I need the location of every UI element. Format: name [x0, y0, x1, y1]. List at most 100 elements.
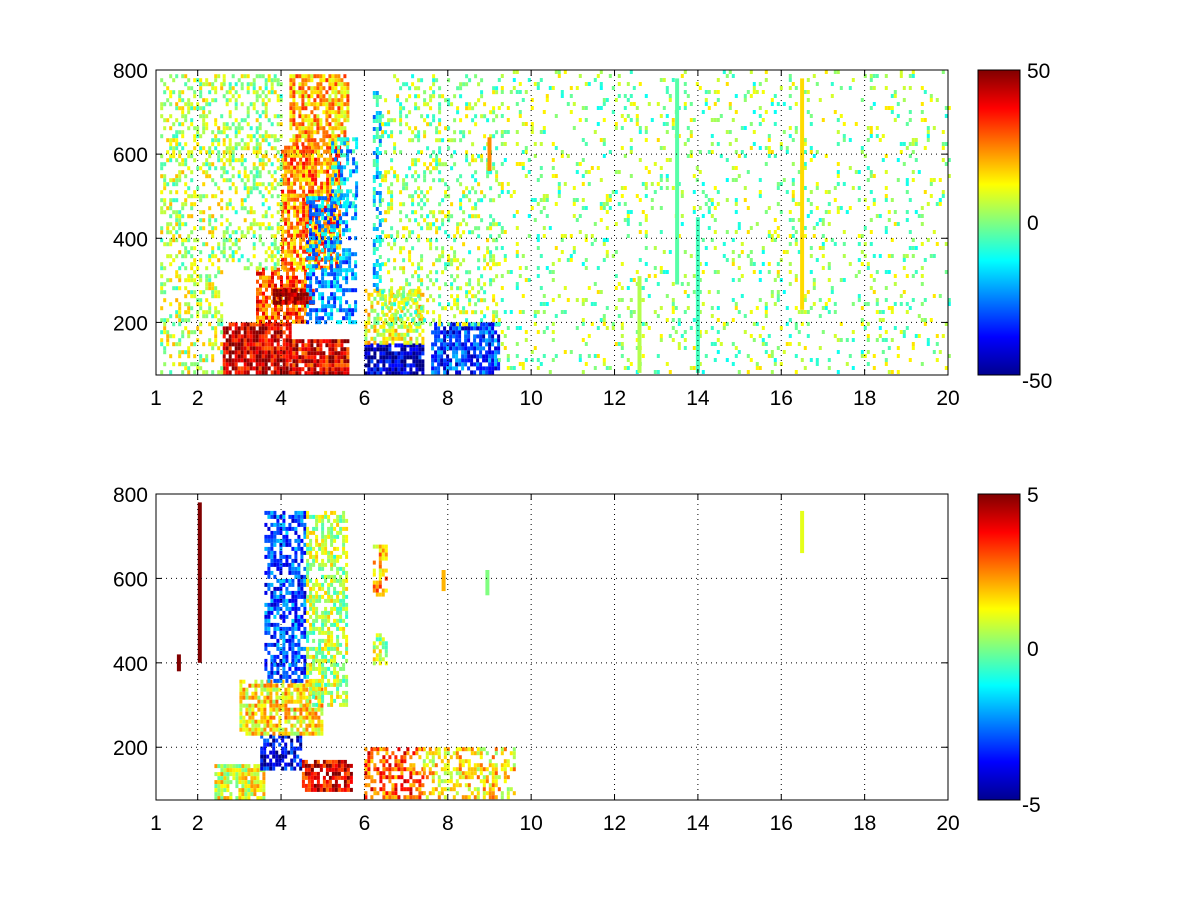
heatmap-cell	[181, 206, 185, 211]
heatmap-cell	[397, 332, 401, 337]
heatmap-cell	[614, 250, 618, 254]
heatmap-cell	[710, 214, 714, 218]
heatmap-cell	[524, 90, 528, 94]
heatmap-cell	[449, 334, 453, 339]
heatmap-cell	[737, 266, 741, 270]
heatmap-cell	[299, 193, 303, 198]
heatmap-cell	[524, 146, 528, 150]
heatmap-cell	[343, 134, 347, 139]
heatmap-cell	[315, 308, 319, 313]
heatmap-cell	[281, 229, 285, 234]
heatmap-cell	[222, 178, 226, 183]
heatmap-cell	[563, 286, 567, 290]
heatmap-cell	[336, 252, 340, 257]
heatmap-cell	[485, 366, 489, 371]
heatmap-cell	[264, 130, 268, 135]
heatmap-cell	[791, 218, 795, 222]
heatmap-cell	[175, 102, 179, 107]
heatmap-cell	[261, 338, 265, 343]
heatmap-cell	[256, 299, 259, 304]
heatmap-cell	[160, 162, 164, 167]
heatmap-cell	[432, 210, 436, 215]
heatmap-cell	[671, 306, 675, 310]
heatmap-cell	[399, 318, 403, 323]
heatmap-cell	[273, 134, 277, 139]
heatmap-cell	[387, 190, 391, 195]
heatmap-cell	[755, 362, 759, 366]
heatmap-cell	[492, 294, 496, 299]
heatmap-cell	[317, 217, 321, 222]
heatmap-cell	[480, 94, 484, 99]
heatmap-cell	[434, 326, 438, 331]
heatmap-cell	[299, 253, 303, 258]
heatmap-cell	[307, 98, 311, 103]
heatmap-cell	[599, 106, 603, 110]
heatmap-cell	[228, 110, 232, 115]
heatmap-cell	[305, 213, 309, 218]
heatmap-cell	[181, 114, 185, 119]
heatmap-cell	[261, 346, 265, 351]
heatmap-cell	[372, 179, 376, 183]
heatmap-cell	[310, 110, 314, 115]
heatmap-cell	[665, 158, 669, 162]
heatmap-cell	[285, 358, 289, 363]
heatmap-cell	[240, 102, 244, 107]
heatmap-cell	[423, 218, 427, 223]
heatmap-cell	[304, 355, 308, 360]
heatmap-cell	[602, 258, 606, 262]
heatmap-cell	[160, 306, 164, 311]
heatmap-cell	[372, 251, 376, 255]
heatmap-cell	[325, 98, 329, 103]
heatmap-cell	[331, 126, 335, 131]
heatmap-cell	[704, 246, 708, 250]
heatmap-cell	[187, 250, 191, 255]
heatmap-cell	[716, 190, 720, 194]
heatmap-cell	[306, 272, 310, 277]
heatmap-cell	[340, 343, 344, 348]
heatmap-cell	[326, 225, 330, 230]
heatmap-cell	[476, 358, 480, 363]
heatmap-cell	[315, 276, 319, 281]
heatmap-cell	[258, 190, 262, 195]
heatmap-cell	[296, 229, 300, 234]
heatmap-cell	[317, 149, 321, 154]
heatmap-cell	[782, 102, 786, 106]
heatmap-cell	[284, 149, 288, 154]
heatmap-cell	[788, 86, 792, 90]
heatmap-cell	[671, 302, 675, 306]
heatmap-cell	[474, 214, 478, 219]
heatmap-cell	[328, 343, 332, 348]
heatmap-cell	[524, 338, 528, 342]
heatmap-cell	[370, 304, 374, 309]
heatmap-cell	[381, 114, 385, 119]
heatmap-cell	[214, 334, 218, 339]
heatmap-cell	[593, 302, 597, 306]
heatmap-cell	[476, 326, 480, 331]
heatmap-cell	[471, 286, 475, 291]
heatmap-cell	[415, 304, 419, 309]
heatmap-cell	[728, 70, 732, 74]
heatmap-cell	[330, 244, 334, 249]
heatmap-cell	[316, 339, 320, 344]
heatmap-cell	[453, 302, 457, 307]
heatmap-cell	[319, 90, 323, 95]
heatmap-cell	[378, 195, 382, 199]
heatmap-cell	[569, 94, 573, 98]
heatmap-cell	[488, 330, 492, 335]
heatmap-cell	[340, 339, 344, 344]
heatmap-cell	[309, 272, 313, 277]
heatmap-cell	[758, 146, 762, 150]
heatmap-cell	[246, 370, 250, 375]
heatmap-cell	[506, 354, 510, 358]
heatmap-cell	[394, 308, 398, 313]
heatmap-cell	[184, 310, 188, 315]
heatmap-cell	[264, 342, 268, 347]
heatmap-cell	[255, 170, 259, 175]
heatmap-cell	[394, 367, 398, 372]
heatmap-cell	[713, 342, 717, 346]
heatmap-cell	[497, 234, 501, 238]
heatmap-cell	[220, 314, 224, 319]
heatmap-cell	[650, 198, 654, 202]
heatmap-cell	[343, 355, 347, 360]
heatmap-cell	[506, 106, 510, 110]
